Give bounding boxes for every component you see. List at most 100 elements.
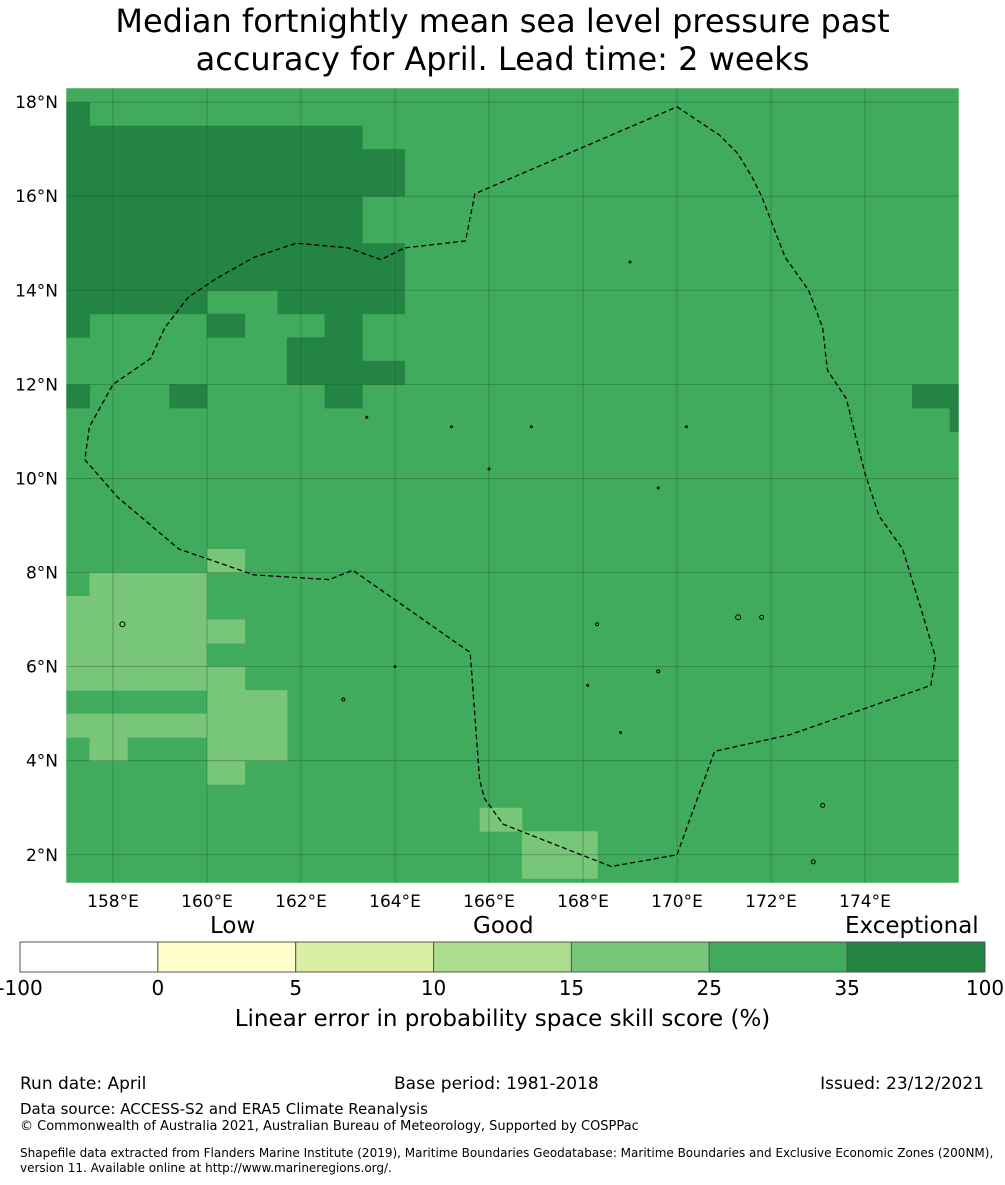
skill-score-map: 18°N 16°N 14°N 12°N 10°N 8°N 6°N 4°N 2°N 158°E 16… [15,87,960,912]
latitude-label: 14°N [15,281,58,301]
colorbar-bin [19,941,159,973]
map-gridlines [66,88,959,883]
island-coastlines [119,260,826,865]
skill-cell-15-25 [207,690,288,715]
skill-cell-35-100 [277,290,405,315]
colorbar-bin [846,941,986,973]
colorbar-tick-label: -100 [0,976,43,1000]
island-outline [487,467,491,471]
skill-cell-15-25 [207,737,288,762]
data-source: Data source: ACCESS-S2 and ERA5 Climate … [20,1100,428,1118]
skill-cell-35-100 [66,243,405,291]
skill-cell-15-25 [521,831,598,856]
island-outline [586,683,590,687]
skill-cell-35-100 [324,313,363,338]
colorbar-low-label: Low [210,913,256,939]
latitude-label: 8°N [26,564,58,584]
colorbar-bin [708,941,848,973]
colorbar-bin [433,941,572,973]
latitude-label: 4°N [26,752,58,772]
skill-cell-35-100 [66,384,90,409]
island-outline [619,730,623,734]
skill-cell-15-25 [207,619,246,644]
island-outline [810,859,816,865]
colorbar-bin [570,941,710,973]
latitude-label: 6°N [26,658,58,678]
title-line-2: accuracy for April. Lead time: 2 weeks [195,40,810,78]
colorbar-tick-label: 0 [151,976,165,1000]
colorbar-tick-label: 25 [696,976,723,1000]
island-outline [759,614,765,620]
island-outline [365,415,369,419]
longitude-label: 162°E [275,892,327,912]
colorbar-tick-label: 15 [558,976,585,1000]
colorbar-bin [157,941,297,973]
skill-cell-15-25 [479,807,523,832]
latitude-label: 18°N [15,93,58,113]
skill-cell-15-25 [66,596,208,644]
colorbar-tick-label: 10 [420,976,447,1000]
island-outline [341,697,346,702]
latitude-label: 2°N [26,846,58,866]
colorbar-good-label: Good [473,913,534,939]
skill-cell-15-25 [66,713,208,738]
skill-cell-15-25 [207,666,246,691]
skill-cell-15-25 [89,737,128,762]
skill-cell-15-25 [207,760,246,785]
skill-cell-35-100 [66,290,208,315]
skill-cell-35-100 [66,102,90,127]
page-title: Median fortnightly mean sea level pressu… [0,2,1005,78]
colorbar-tick-label: 35 [834,976,860,1000]
skill-cell-15-25 [521,854,598,879]
island-outline [820,802,826,808]
latitude-label: 16°N [15,187,58,207]
skill-cell-35-100 [207,313,246,338]
island-outline [735,614,742,621]
skill-cell-35-100 [169,384,208,409]
longitude-label: 174°E [839,892,891,912]
skill-cell-35-100 [912,384,959,409]
island-outline [119,621,126,628]
longitude-labels: 158°E 160°E 162°E 164°E 166°E 168°E 170°E 172°E… [87,892,891,912]
skill-cell-15-25 [89,572,208,597]
skill-cell-35-100 [286,337,363,362]
map-frame [65,87,960,884]
eez-boundary [84,106,937,868]
colorbar-tick-label: 100 [965,976,1005,1000]
island-outline [628,260,632,264]
base-period: Base period: 1981-2018 [394,1074,599,1094]
island-outline [656,486,660,490]
latitude-labels: 18°N 16°N 14°N 12°N 10°N 8°N 6°N 4°N 2°N [15,93,58,866]
skill-cell-15-25 [207,713,288,738]
longitude-label: 166°E [463,892,515,912]
skill-score-cells [66,102,959,879]
longitude-label: 158°E [87,892,139,912]
colorbar-bin [295,941,435,973]
issued-date: Issued: 23/12/2021 [820,1074,984,1094]
latitude-label: 12°N [15,375,58,395]
longitude-label: 168°E [557,892,609,912]
island-outline [393,665,397,669]
skill-cell-35-100 [66,313,90,338]
skill-cell-35-100 [949,407,959,432]
latitude-label: 10°N [15,469,58,489]
island-outline [529,425,533,429]
colorbar [19,941,986,973]
longitude-label: 160°E [181,892,233,912]
skill-cell-35-100 [324,384,363,409]
colorbar-tick-label: 5 [289,976,303,1000]
shapefile-attribution: Shapefile data extracted from Flanders M… [20,1146,994,1175]
run-date: Run date: April [20,1074,147,1094]
island-outline [595,622,600,627]
skill-cell-35-100 [286,360,405,385]
skill-cell-35-100 [66,149,405,197]
copyright-notice: © Commonwealth of Australia 2021, Austra… [20,1119,639,1134]
longitude-label: 172°E [745,892,797,912]
island-outline [449,425,453,429]
skill-cell-35-100 [66,196,363,244]
island-outline [656,669,661,674]
colorbar-axis-label: Linear error in probability space skill … [234,1006,771,1032]
title-line-1: Median fortnightly mean sea level pressu… [115,2,890,40]
longitude-label: 170°E [651,892,703,912]
skill-cell-35-100 [66,125,363,150]
